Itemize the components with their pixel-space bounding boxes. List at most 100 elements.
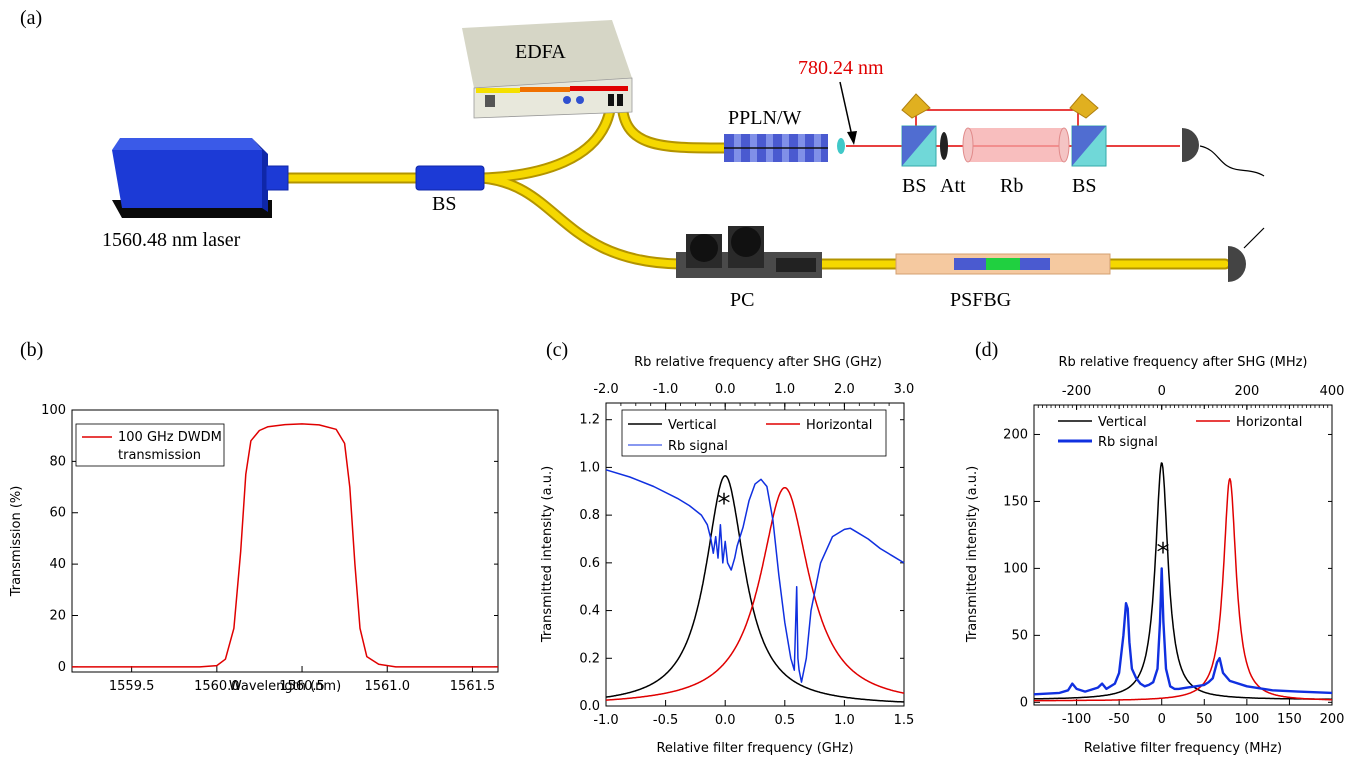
chart-d-xlabel: Relative filter frequency (MHz) (1084, 741, 1282, 756)
chart-d-y-tick-labels: 0 50 100 150 200 (1003, 427, 1028, 710)
legend-label-horizontal: Horizontal (1236, 415, 1302, 430)
c-xtick-label: -1.0 (593, 713, 618, 728)
c-top-tick-label: 1.0 (774, 382, 795, 397)
bs1-label: BS (902, 175, 926, 197)
edfa-label: EDFA (515, 41, 566, 63)
chart-b-ylabel: Transmission (%) (9, 486, 24, 598)
c-ytick-label: 0.8 (579, 508, 600, 523)
chart-c: (c) Rb relative frequency after SHG (GHz… (540, 339, 914, 756)
d-top-tick-label: 400 (1320, 384, 1345, 399)
laser-label: 1560.48 nm laser (102, 229, 241, 251)
c-series-horizontal (605, 486, 905, 701)
c-ytick-label: 0.2 (579, 651, 600, 666)
c-series-rb-signal (605, 469, 905, 683)
d-series-rb-signal (1033, 567, 1333, 696)
c-top-tick-label: -2.0 (593, 382, 618, 397)
legend-label-vertical: Vertical (668, 418, 717, 433)
chart-b-xlabel: Wavelength (nm) (229, 679, 341, 694)
b-ytick-label: 100 (41, 403, 66, 418)
b-ytick-label: 0 (58, 660, 66, 675)
c-top-tick-label: -1.0 (653, 382, 678, 397)
d-ytick-label: 0 (1020, 695, 1028, 710)
b-ytick-label: 40 (49, 557, 66, 572)
chart-c-x-tick-labels: -1.0 -0.5 0.0 0.5 1.0 1.5 (593, 713, 914, 728)
c-ytick-label: 0.0 (579, 699, 600, 714)
wavelength-arrow (839, 81, 857, 145)
bs2-label: BS (1072, 175, 1096, 197)
psfbg-grating (895, 253, 1111, 275)
chart-d-top-tick-labels: -200 0 200 400 (1062, 384, 1345, 399)
chart-b-frame (71, 409, 499, 673)
chart-d-x-tick-labels: -100 -50 0 50 100 150 200 (1062, 712, 1345, 727)
b-xtick-label: 1560.0 (194, 679, 240, 694)
b-ytick-label: 60 (49, 506, 66, 521)
chart-b-y-tick-labels: 0 20 40 60 80 100 (41, 403, 66, 675)
wavelength-label: 780.24 nm (798, 57, 884, 79)
c-ytick-label: 1.2 (579, 413, 600, 428)
chart-c-series (605, 469, 905, 703)
chart-c-y-tick-labels: 0.0 0.2 0.4 0.6 0.8 1.0 1.2 (579, 413, 600, 714)
c-xtick-label: 1.0 (834, 713, 855, 728)
c-ytick-label: 0.6 (579, 556, 600, 571)
c-xtick-label: -0.5 (653, 713, 678, 728)
ppln-waveguide (724, 134, 828, 162)
chart-b-series (72, 423, 498, 668)
chart-b: (b) 1559.5 1560.0 1560.5 1561.0 1561.5 0… (9, 339, 499, 694)
c-xtick-label: 0.5 (774, 713, 795, 728)
b-xtick-label: 1561.5 (450, 679, 496, 694)
panel-label-a: (a) (20, 7, 42, 29)
photodetector-bottom (1228, 227, 1265, 282)
laser-source (112, 138, 289, 218)
chart-d-legend: Vertical Horizontal Rb signal (1052, 410, 1314, 456)
d-xtick-label: 0 (1158, 712, 1166, 727)
chart-c-top-xlabel: Rb relative frequency after SHG (GHz) (634, 355, 882, 370)
lens (837, 138, 845, 154)
chart-b-legend: 100 GHz DWDM transmission (75, 423, 225, 467)
mirror-right (1069, 93, 1099, 119)
fiber-network (279, 94, 1231, 270)
legend-label-dwdm-1: 100 GHz DWDM (118, 430, 222, 445)
att-label: Att (940, 175, 966, 197)
chart-d: (d) Rb relative frequency after SHG (MHz… (965, 339, 1344, 756)
legend-label-vertical: Vertical (1098, 415, 1147, 430)
chart-d-top-xlabel: Rb relative frequency after SHG (MHz) (1059, 355, 1308, 370)
c-xtick-label: 1.5 (894, 713, 915, 728)
legend-label-rb-signal: Rb signal (668, 439, 728, 454)
c-ytick-label: 0.4 (579, 604, 600, 619)
ppln-label: PPLN/W (728, 107, 801, 129)
attenuator (940, 132, 948, 160)
c-top-tick-label: 2.0 (834, 382, 855, 397)
polarization-controller (676, 226, 822, 278)
psfbg-label: PSFBG (950, 289, 1011, 311)
b-ytick-label: 20 (49, 608, 66, 623)
legend-label-rb-signal: Rb signal (1098, 435, 1158, 450)
d-xtick-label: 100 (1234, 712, 1259, 727)
fiber-beam-splitter (415, 165, 485, 191)
c-top-tick-label: 3.0 (894, 382, 915, 397)
d-series-horizontal (1033, 477, 1333, 702)
panel-label-d: (d) (975, 339, 998, 361)
photodetector-top (1182, 128, 1265, 177)
chart-c-legend: Vertical Horizontal Rb signal (621, 409, 887, 457)
chart-d-asterisk: * (1157, 538, 1170, 568)
b-xtick-label: 1560.5 (279, 679, 325, 694)
d-xtick-label: 50 (1196, 712, 1213, 727)
chart-c-asterisk: * (718, 489, 731, 519)
mirror-left (901, 93, 931, 119)
d-ytick-label: 150 (1003, 494, 1028, 509)
bs-cube-left (901, 125, 937, 167)
panel-label-c: (c) (546, 339, 568, 361)
b-ytick-label: 80 (49, 454, 66, 469)
pc-label: PC (730, 289, 754, 311)
edfa-amplifier (462, 20, 633, 119)
bs-cube-right (1071, 125, 1107, 167)
chart-d-ylabel: Transmitted intensity (a.u.) (965, 466, 980, 643)
b-xtick-label: 1559.5 (109, 679, 155, 694)
d-top-tick-label: -200 (1062, 384, 1092, 399)
chart-b-x-tick-labels: 1559.5 1560.0 1560.5 1561.0 1561.5 (109, 679, 495, 694)
c-series-vertical (605, 475, 905, 703)
rb-cell (962, 127, 1070, 163)
b-series-100-ghz-dwdm-transmission (72, 423, 498, 668)
rb-label: Rb (1000, 175, 1023, 197)
